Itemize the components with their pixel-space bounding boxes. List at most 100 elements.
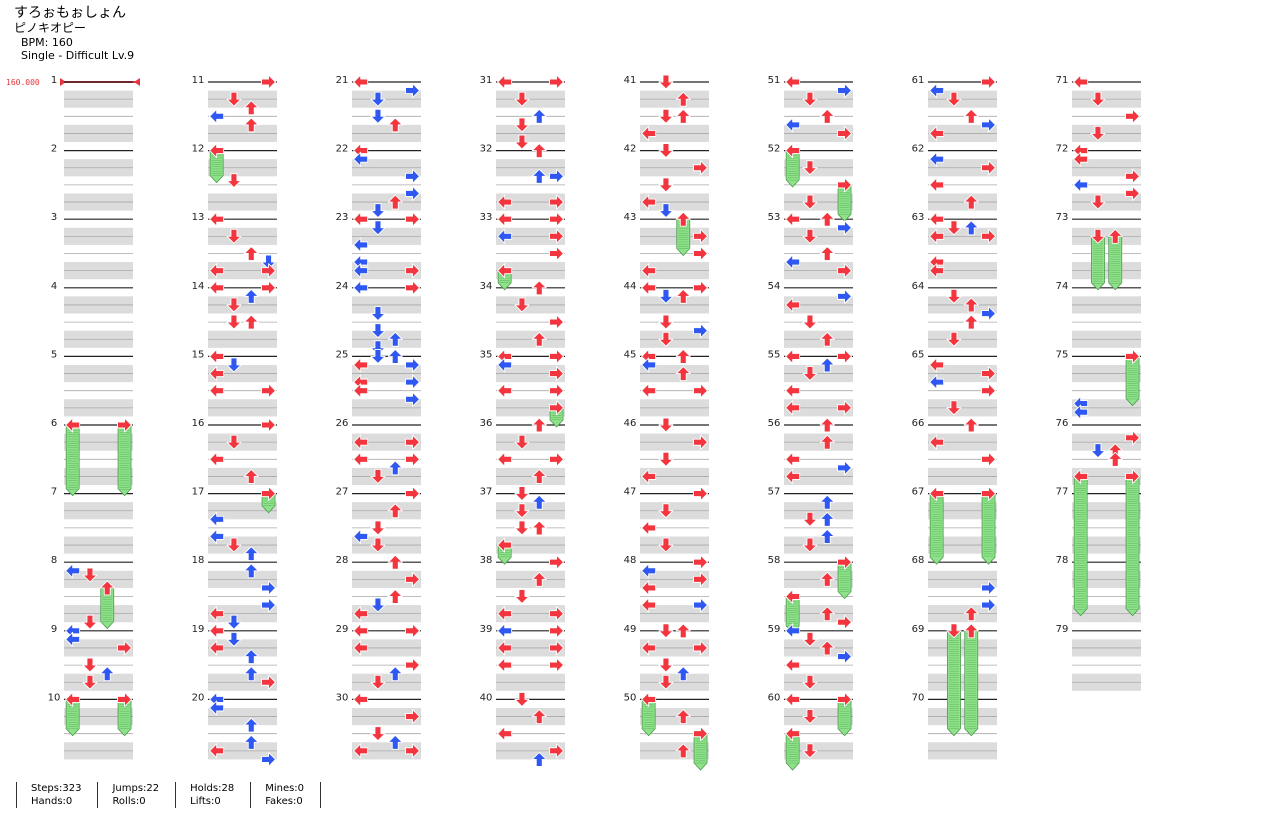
arrow-layer (65, 74, 1141, 767)
arrow-shape (981, 74, 996, 90)
arrow-left-icon (65, 691, 81, 707)
arrow-shape (209, 366, 225, 381)
measure-number: 61 (912, 75, 925, 86)
arrow-left-icon (497, 194, 513, 210)
arrow-right-icon (837, 125, 852, 141)
arrow-shape (785, 74, 801, 90)
arrow-shape (243, 563, 259, 579)
beat-stripe (640, 605, 709, 623)
arrow-left-icon (353, 263, 369, 279)
arrow-shape (802, 631, 818, 647)
arrow-up-icon (819, 246, 835, 261)
arrow-shape (1090, 443, 1106, 459)
arrow-shape (497, 606, 513, 622)
arrow-shape (658, 177, 674, 193)
beat-stripe (1072, 296, 1141, 314)
arrow-down-icon (370, 469, 386, 484)
arrow-shape (819, 571, 835, 587)
beat-stripe (1072, 399, 1141, 417)
arrow-shape (549, 211, 564, 227)
beat-stripe (496, 570, 565, 588)
arrow-down-icon (226, 228, 242, 244)
arrow-up-icon (1107, 443, 1123, 459)
measure-number: 48 (624, 555, 637, 566)
arrow-shape (658, 417, 674, 433)
beat-stripe (1072, 193, 1141, 211)
arrow-down-icon (514, 691, 530, 707)
beat-stripe (1072, 433, 1141, 451)
arrow-shape (514, 520, 530, 536)
arrow-shape (353, 606, 369, 622)
beat-stripe (496, 330, 565, 348)
arrow-shape (370, 220, 386, 236)
arrow-shape (837, 125, 852, 141)
arrow-shape (963, 606, 979, 622)
beat-stripe (352, 399, 421, 417)
arrow-shape (497, 228, 513, 244)
measure-12: 12 (192, 144, 277, 211)
arrow-shape (387, 460, 403, 476)
arrow-down-icon (226, 91, 242, 107)
arrow-shape (641, 563, 657, 579)
arrow-shape (1073, 469, 1089, 484)
arrow-shape (353, 263, 369, 279)
arrow-down-icon (802, 366, 818, 381)
measure-39: 39 (480, 624, 565, 691)
measure-10: 10 (48, 692, 133, 760)
arrow-shape (353, 143, 369, 159)
beat-stripe (784, 227, 853, 245)
arrow-left-icon (209, 700, 225, 716)
beat-stripe (784, 742, 853, 760)
arrow-shape (261, 263, 276, 279)
arrow-shape (675, 211, 691, 227)
arrow-right-icon (981, 580, 996, 596)
beat-stripe (640, 296, 709, 314)
beat-stripe (1072, 330, 1141, 348)
arrow-shape (946, 288, 962, 304)
arrow-shape (353, 623, 369, 639)
measure-33: 33 (480, 212, 565, 280)
arrow-up-icon (675, 743, 691, 759)
measure-number: 22 (336, 144, 349, 155)
arrow-shape (819, 511, 835, 527)
arrow-left-icon (209, 143, 225, 159)
measure-number: 42 (624, 144, 637, 155)
arrow-left-icon (497, 606, 513, 622)
arrow-right-icon (693, 640, 708, 656)
arrow-right-icon (549, 400, 564, 416)
hold-body (1108, 235, 1123, 291)
arrow-shape (226, 314, 242, 330)
arrow-shape (531, 143, 547, 159)
measure-40: 40 (480, 692, 565, 760)
measure-59: 59 (768, 624, 853, 691)
hold-body (65, 699, 80, 737)
arrow-shape (549, 400, 564, 416)
arrow-shape (963, 623, 979, 639)
arrow-down-icon (658, 203, 674, 219)
arrow-shape (387, 348, 403, 364)
measure-number: 15 (192, 349, 205, 360)
measure-64: 64 (912, 281, 997, 348)
arrow-up-icon (531, 108, 547, 124)
arrow-shape (819, 108, 835, 124)
arrow-shape (549, 383, 564, 399)
arrow-shape (693, 228, 708, 244)
arrow-shape (497, 537, 513, 553)
arrow-down-icon (514, 589, 530, 604)
arrow-shape (82, 674, 98, 690)
measure-47: 47 (624, 487, 709, 554)
hold-body (641, 699, 656, 737)
arrow-right-icon (837, 177, 852, 193)
arrow-shape (353, 691, 369, 707)
arrow-left-icon (785, 117, 801, 133)
arrow-left-icon (929, 125, 945, 141)
measure-66: 66 (912, 418, 997, 486)
arrow-shape (946, 220, 962, 236)
arrow-right-icon (837, 220, 852, 236)
arrow-left-icon (929, 263, 945, 279)
arrow-left-icon (929, 151, 945, 167)
arrow-left-icon (353, 606, 369, 622)
beat-stripe (352, 296, 421, 314)
arrow-shape (82, 614, 98, 630)
arrow-left-icon (785, 74, 801, 90)
